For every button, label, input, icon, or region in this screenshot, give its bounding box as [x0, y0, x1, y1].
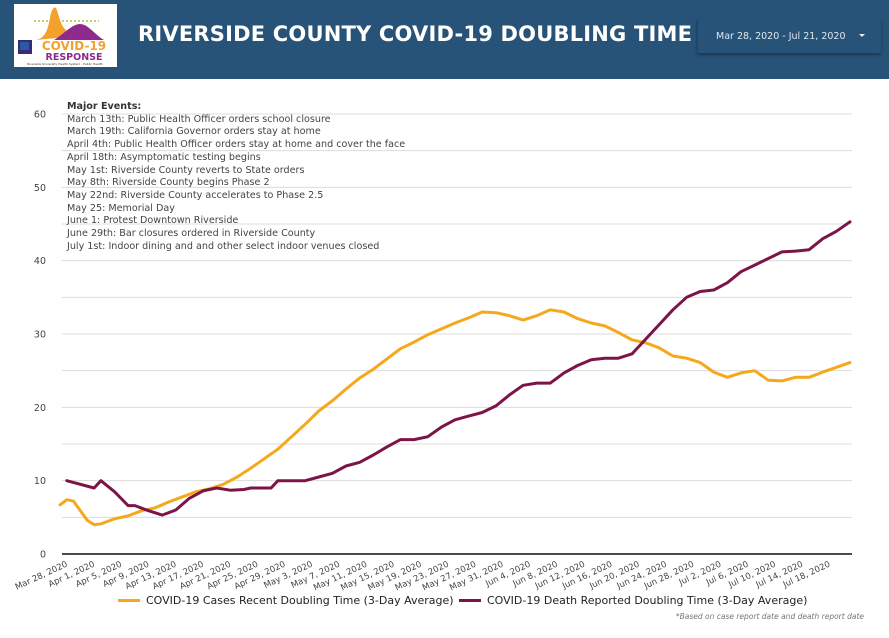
- series-lines: [58, 220, 852, 527]
- dropdown-caret-icon[interactable]: [859, 34, 865, 37]
- y-tick-label: 60: [34, 110, 46, 121]
- events-heading: Major Events:: [67, 101, 142, 112]
- event-item: June 29th: Bar closures ordered in River…: [67, 228, 316, 240]
- logo-subtitle: Riverside University Health System - Pub…: [27, 62, 103, 66]
- y-tick-label: 30: [34, 330, 46, 341]
- y-tick-label: 10: [34, 476, 46, 487]
- event-item: April 18th: Asymptomatic testing begins: [67, 151, 261, 163]
- legend-swatch-deaths: [459, 599, 481, 602]
- legend-item-cases[interactable]: COVID-19 Cases Recent Doubling Time (3-D…: [118, 594, 454, 607]
- logo-line2: RESPONSE: [46, 52, 103, 63]
- covid-response-logo: COVID-19 RESPONSE Riverside University H…: [14, 4, 117, 67]
- event-item: May 1st: Riverside County reverts to Sta…: [67, 164, 305, 176]
- event-item: May 22nd: Riverside County accelerates t…: [67, 189, 324, 201]
- footnote: *Based on case report date and death rep…: [675, 612, 864, 621]
- legend-item-deaths[interactable]: COVID-19 Death Reported Doubling Time (3…: [459, 594, 807, 607]
- legend-swatch-cases: [118, 599, 140, 602]
- y-tick-label: 0: [40, 550, 46, 561]
- event-item: April 4th: Public Health Officer orders …: [67, 139, 406, 151]
- event-item: June 1: Protest Downtown Riverside: [67, 215, 239, 227]
- deaths-doubling-line[interactable]: [65, 220, 852, 517]
- logo-line1: COVID-19: [42, 39, 106, 53]
- legend-label-deaths: COVID-19 Death Reported Doubling Time (3…: [487, 594, 808, 607]
- grid-lines: [62, 113, 852, 555]
- y-tick-label: 50: [34, 183, 46, 194]
- page-title: RIVERSIDE COUNTY COVID-19 DOUBLING TIME: [138, 22, 693, 46]
- event-item: March 19th: California Governor orders s…: [67, 126, 321, 138]
- major-events-annotation: Major Events: March 13th: Public Health …: [67, 101, 405, 253]
- y-tick-label: 40: [34, 256, 46, 267]
- event-item: May 25: Memorial Day: [67, 202, 175, 214]
- date-range-value: Mar 28, 2020 - Jul 21, 2020: [716, 30, 846, 42]
- date-range-picker[interactable]: Mar 28, 2020 - Jul 21, 2020: [697, 19, 881, 53]
- event-item: March 13th: Public Health Officer orders…: [67, 113, 331, 125]
- y-axis-ticks: 0 10 20 30 40 50 60: [34, 110, 46, 561]
- legend-label-cases: COVID-19 Cases Recent Doubling Time (3-D…: [146, 594, 454, 607]
- event-item: July 1st: Indoor dining and and other se…: [67, 240, 380, 252]
- cases-doubling-line[interactable]: [58, 308, 852, 527]
- header-bar: COVID-19 RESPONSE Riverside University H…: [0, 0, 889, 79]
- event-item: May 8th: Riverside County begins Phase 2: [67, 177, 270, 189]
- y-tick-label: 20: [34, 403, 46, 414]
